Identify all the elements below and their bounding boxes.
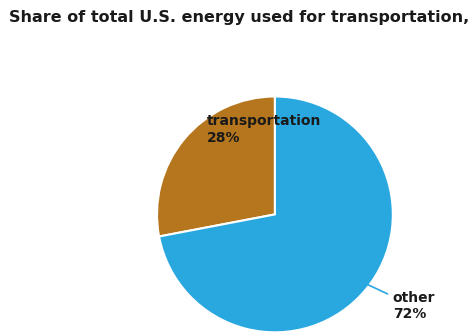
Text: other
72%: other 72%	[352, 277, 435, 322]
Text: transportation
28%: transportation 28%	[207, 114, 321, 155]
Text: Share of total U.S. energy used for transportation, 2021: Share of total U.S. energy used for tran…	[9, 10, 474, 25]
Wedge shape	[157, 96, 275, 237]
Wedge shape	[159, 96, 393, 332]
